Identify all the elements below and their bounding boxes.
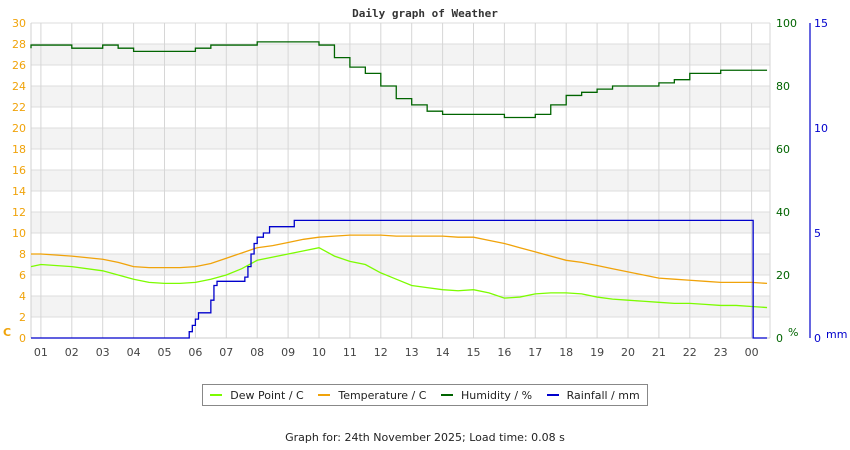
legend-swatch-temperature xyxy=(318,394,331,396)
series-line-humidity xyxy=(30,41,768,119)
svg-text:20: 20 xyxy=(621,346,635,359)
svg-text:28: 28 xyxy=(12,38,26,51)
svg-text:10: 10 xyxy=(12,227,26,240)
legend-item-temperature: Temperature / C xyxy=(318,389,426,402)
x-axis-hours: 01 02 03 04 05 06 07 08 09 10 11 12 13 14 15 16 17 18 19 20… xyxy=(34,346,759,359)
svg-text:18: 18 xyxy=(12,143,26,156)
legend-item-rainfall: Rainfall / mm xyxy=(546,388,640,402)
svg-text:16: 16 xyxy=(12,164,26,177)
svg-text:23: 23 xyxy=(714,346,728,359)
series-line-dew-point xyxy=(30,247,768,309)
legend-swatch-humidity xyxy=(441,394,454,396)
svg-text:14: 14 xyxy=(12,185,26,198)
svg-text:2: 2 xyxy=(19,311,26,324)
series-line-rainfall xyxy=(31,219,768,339)
svg-text:11: 11 xyxy=(343,346,357,359)
svg-text:10: 10 xyxy=(312,346,326,359)
svg-text:C: C xyxy=(3,326,11,339)
svg-text:06: 06 xyxy=(188,346,202,359)
right-axis-rainfall: 0 5 10 15 mm xyxy=(809,17,847,345)
svg-text:6: 6 xyxy=(19,269,26,282)
svg-text:5: 5 xyxy=(814,227,821,240)
svg-text:80: 80 xyxy=(776,80,790,93)
svg-text:4: 4 xyxy=(19,290,26,303)
legend-item-dew-point: Dew Point / C xyxy=(210,388,304,402)
svg-text:02: 02 xyxy=(65,346,79,359)
svg-text:15: 15 xyxy=(467,346,481,359)
svg-text:00: 00 xyxy=(745,346,759,359)
svg-text:30: 30 xyxy=(12,17,26,30)
legend-swatch-dew-point xyxy=(210,394,223,396)
svg-text:01: 01 xyxy=(34,346,48,359)
svg-text:22: 22 xyxy=(683,346,697,359)
svg-text:%: % xyxy=(788,326,798,339)
svg-text:24: 24 xyxy=(12,80,26,93)
graph-footer-status: Graph for: 24th November 2025; Load time… xyxy=(285,431,565,444)
vertical-gridlines xyxy=(31,23,771,339)
series-lines xyxy=(30,41,768,339)
svg-text:20: 20 xyxy=(12,122,26,135)
series-line-temperature xyxy=(31,234,768,285)
legend-swatch-rainfall xyxy=(546,394,559,396)
svg-text:17: 17 xyxy=(528,346,542,359)
svg-text:40: 40 xyxy=(776,206,790,219)
svg-text:04: 04 xyxy=(127,346,141,359)
legend-label-humidity: Humidity / % xyxy=(461,388,533,402)
chart-legend: Dew Point / C Temperature / C Humidity /… xyxy=(202,384,648,406)
svg-text:03: 03 xyxy=(96,346,110,359)
plot-background-bands xyxy=(31,23,770,338)
svg-text:12: 12 xyxy=(374,346,388,359)
chart-title: Daily graph of Weather xyxy=(352,7,498,20)
svg-text:26: 26 xyxy=(12,59,26,72)
svg-text:09: 09 xyxy=(281,346,295,359)
svg-text:14: 14 xyxy=(436,346,450,359)
right-axis-humidity: 0 20 40 60 80 100% xyxy=(776,17,798,345)
svg-text:05: 05 xyxy=(158,346,172,359)
svg-text:15: 15 xyxy=(814,17,828,30)
svg-text:mm: mm xyxy=(826,328,847,341)
horizontal-gridlines xyxy=(31,22,770,339)
svg-text:60: 60 xyxy=(776,143,790,156)
legend-label-temperature: Temperature / C xyxy=(338,388,427,402)
svg-text:18: 18 xyxy=(559,346,573,359)
legend-item-humidity: Humidity / % xyxy=(441,389,532,402)
legend-label-dew-point: Dew Point / C xyxy=(230,388,304,402)
svg-text:22: 22 xyxy=(12,101,26,114)
svg-text:21: 21 xyxy=(652,346,666,359)
svg-text:0: 0 xyxy=(776,332,783,345)
legend-label-rainfall: Rainfall / mm xyxy=(566,388,640,402)
svg-text:20: 20 xyxy=(776,269,790,282)
svg-text:12: 12 xyxy=(12,206,26,219)
svg-text:13: 13 xyxy=(405,346,419,359)
svg-text:8: 8 xyxy=(19,248,26,261)
svg-text:0: 0 xyxy=(814,332,821,345)
svg-text:100: 100 xyxy=(776,17,797,30)
svg-text:0: 0 xyxy=(19,332,26,345)
svg-text:16: 16 xyxy=(497,346,511,359)
svg-text:19: 19 xyxy=(590,346,604,359)
weather-chart: Daily graph of Weather 02468101214161820… xyxy=(3,7,847,359)
svg-text:10: 10 xyxy=(814,122,828,135)
svg-text:08: 08 xyxy=(250,346,264,359)
svg-text:07: 07 xyxy=(219,346,233,359)
